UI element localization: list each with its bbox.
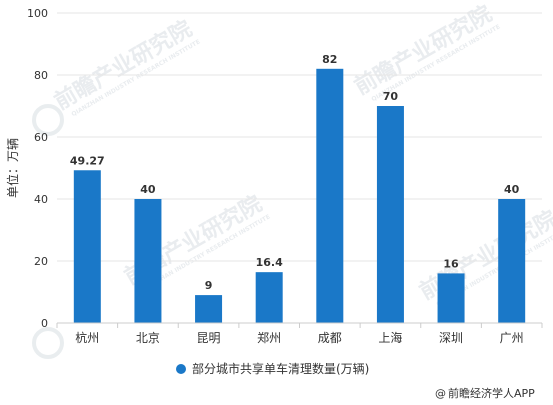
data-label: 40	[504, 183, 520, 196]
y-tick-label: 60	[34, 131, 48, 144]
x-tick-label: 深圳	[439, 331, 463, 345]
watermark-text: 前瞻产业研究院	[350, 1, 496, 101]
data-label: 9	[205, 279, 213, 292]
data-labels: 49.27 40 9 16.4 82 70 16 40	[70, 53, 520, 292]
bar	[73, 170, 101, 323]
watermark-1: 前瞻产业研究院 QIANZHAN INDUSTRY RESEARCH INSTI…	[50, 16, 202, 118]
watermark-layer: 前瞻产业研究院 QIANZHAN INDUSTRY RESEARCH INSTI…	[32, 1, 553, 359]
x-tick-label: 成都	[318, 331, 342, 345]
watermark-4: 前瞻产业研究院 QIANZHAN INDUSTRY RESEARCH INSTI…	[415, 206, 553, 308]
y-tick-label: 80	[34, 69, 48, 82]
x-tick-label: 广州	[500, 331, 524, 345]
x-tick-label: 昆明	[197, 331, 221, 345]
data-label: 16.4	[256, 256, 283, 269]
credit-symbol: @	[435, 387, 446, 400]
legend: 部分城市共享单车清理数量(万辆)	[176, 361, 369, 376]
watermark-text: 前瞻产业研究院	[415, 206, 553, 306]
watermark-text: 前瞻产业研究院	[50, 16, 196, 116]
bars	[73, 68, 526, 323]
bar	[255, 272, 283, 323]
y-tick-label: 100	[27, 7, 48, 20]
bar	[134, 199, 162, 323]
x-tick-label: 杭州	[75, 330, 99, 345]
y-axis-label: 单位：万辆	[5, 138, 20, 198]
credit: @ 前瞻经济学人APP	[435, 386, 535, 400]
y-tick-label: 20	[34, 255, 48, 268]
x-tick-label: 郑州	[257, 330, 281, 345]
credit-text: 前瞻经济学人APP	[448, 386, 535, 400]
y-axis: 0 20 40 60 80 100	[27, 7, 48, 330]
data-label: 16	[443, 257, 459, 270]
y-tick-label: 0	[41, 317, 48, 330]
watermark-2: 前瞻产业研究院 QIANZHAN INDUSTRY RESEARCH INSTI…	[350, 1, 502, 103]
bar	[195, 295, 223, 323]
data-label: 40	[140, 183, 156, 196]
legend-marker	[176, 364, 186, 374]
x-axis: 杭州 北京 昆明 郑州 成都 上海 深圳 广州	[56, 322, 543, 345]
data-label: 82	[322, 53, 337, 66]
bar	[376, 106, 404, 323]
bar	[498, 199, 526, 323]
legend-label: 部分城市共享单车清理数量(万辆)	[192, 361, 369, 376]
bar	[437, 273, 465, 323]
data-label: 49.27	[70, 154, 105, 167]
bar	[316, 68, 344, 323]
y-tick-label: 40	[34, 193, 48, 206]
x-tick-label: 北京	[136, 331, 160, 345]
watermark-logo-1	[32, 104, 64, 359]
x-tick-label: 上海	[378, 330, 402, 345]
data-label: 70	[383, 90, 399, 103]
